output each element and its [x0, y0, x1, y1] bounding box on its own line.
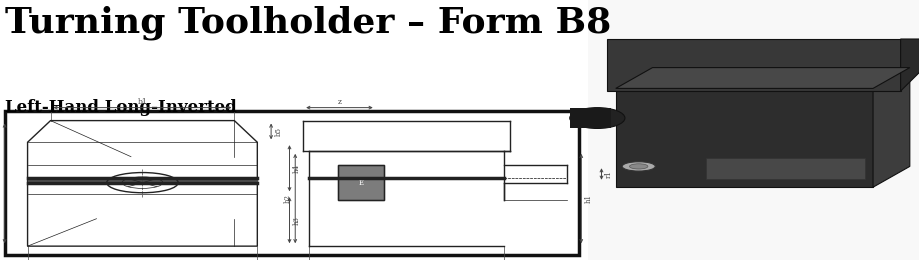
- Circle shape: [622, 162, 655, 171]
- Text: b5: b5: [275, 127, 283, 136]
- Bar: [706, 158, 866, 179]
- Ellipse shape: [570, 108, 625, 128]
- Polygon shape: [873, 68, 910, 187]
- Polygon shape: [616, 68, 910, 88]
- Text: h2: h2: [284, 194, 291, 203]
- Text: Turning Toolholder – Form B8: Turning Toolholder – Form B8: [5, 5, 611, 40]
- Text: h3: h3: [293, 216, 301, 225]
- Polygon shape: [901, 39, 919, 91]
- Text: E: E: [358, 179, 363, 187]
- Text: h4: h4: [293, 164, 301, 173]
- Bar: [616, 88, 873, 187]
- Circle shape: [630, 164, 648, 169]
- Bar: [570, 108, 611, 128]
- Text: z: z: [337, 98, 342, 106]
- Text: b1: b1: [138, 98, 147, 106]
- Bar: [5, 110, 579, 255]
- Bar: [338, 165, 384, 200]
- Text: h1: h1: [585, 194, 593, 203]
- Text: Left-Hand Long-Inverted: Left-Hand Long-Inverted: [5, 99, 236, 116]
- FancyBboxPatch shape: [607, 39, 901, 91]
- Bar: [588, 0, 919, 260]
- Text: r1: r1: [606, 170, 613, 178]
